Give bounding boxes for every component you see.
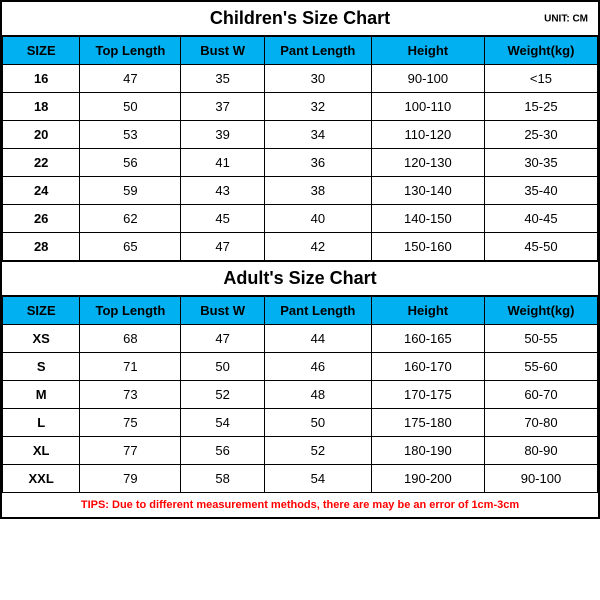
col-size: SIZE [3, 297, 80, 325]
table-row: 20533934110-12025-30 [3, 121, 598, 149]
children-header-row: SIZE Top Length Bust W Pant Length Heigh… [3, 37, 598, 65]
col-height: Height [371, 297, 484, 325]
unit-label: UNIT: CM [544, 13, 588, 24]
col-weight: Weight(kg) [484, 297, 597, 325]
adult-tbody: XS684744160-16550-55 S715046160-17055-60… [3, 325, 598, 493]
col-top-length: Top Length [80, 37, 181, 65]
table-row: 1647353090-100<15 [3, 65, 598, 93]
table-row: XXL795854190-20090-100 [3, 465, 598, 493]
adult-header-row: SIZE Top Length Bust W Pant Length Heigh… [3, 297, 598, 325]
table-row: XS684744160-16550-55 [3, 325, 598, 353]
children-title-row: Children's Size Chart UNIT: CM [2, 2, 598, 36]
col-bust: Bust W [181, 37, 264, 65]
table-row: 18503732100-11015-25 [3, 93, 598, 121]
table-row: 28654742150-16045-50 [3, 233, 598, 261]
adult-title: Adult's Size Chart [223, 268, 376, 288]
col-pant: Pant Length [264, 297, 371, 325]
table-row: L755450175-18070-80 [3, 409, 598, 437]
table-row: XL775652180-19080-90 [3, 437, 598, 465]
children-tbody: 1647353090-100<15 18503732100-11015-25 2… [3, 65, 598, 261]
table-row: S715046160-17055-60 [3, 353, 598, 381]
adult-table: SIZE Top Length Bust W Pant Length Heigh… [2, 296, 598, 493]
children-table: SIZE Top Length Bust W Pant Length Heigh… [2, 36, 598, 261]
children-title: Children's Size Chart [210, 8, 390, 28]
adult-title-row: Adult's Size Chart [2, 261, 598, 296]
size-chart-container: Children's Size Chart UNIT: CM SIZE Top … [0, 0, 600, 519]
table-row: M735248170-17560-70 [3, 381, 598, 409]
table-row: 24594338130-14035-40 [3, 177, 598, 205]
col-pant: Pant Length [264, 37, 371, 65]
col-top-length: Top Length [80, 297, 181, 325]
col-weight: Weight(kg) [484, 37, 597, 65]
col-height: Height [371, 37, 484, 65]
table-row: 22564136120-13030-35 [3, 149, 598, 177]
col-size: SIZE [3, 37, 80, 65]
tips-note: TIPS: Due to different measurement metho… [2, 493, 598, 517]
table-row: 26624540140-15040-45 [3, 205, 598, 233]
col-bust: Bust W [181, 297, 264, 325]
